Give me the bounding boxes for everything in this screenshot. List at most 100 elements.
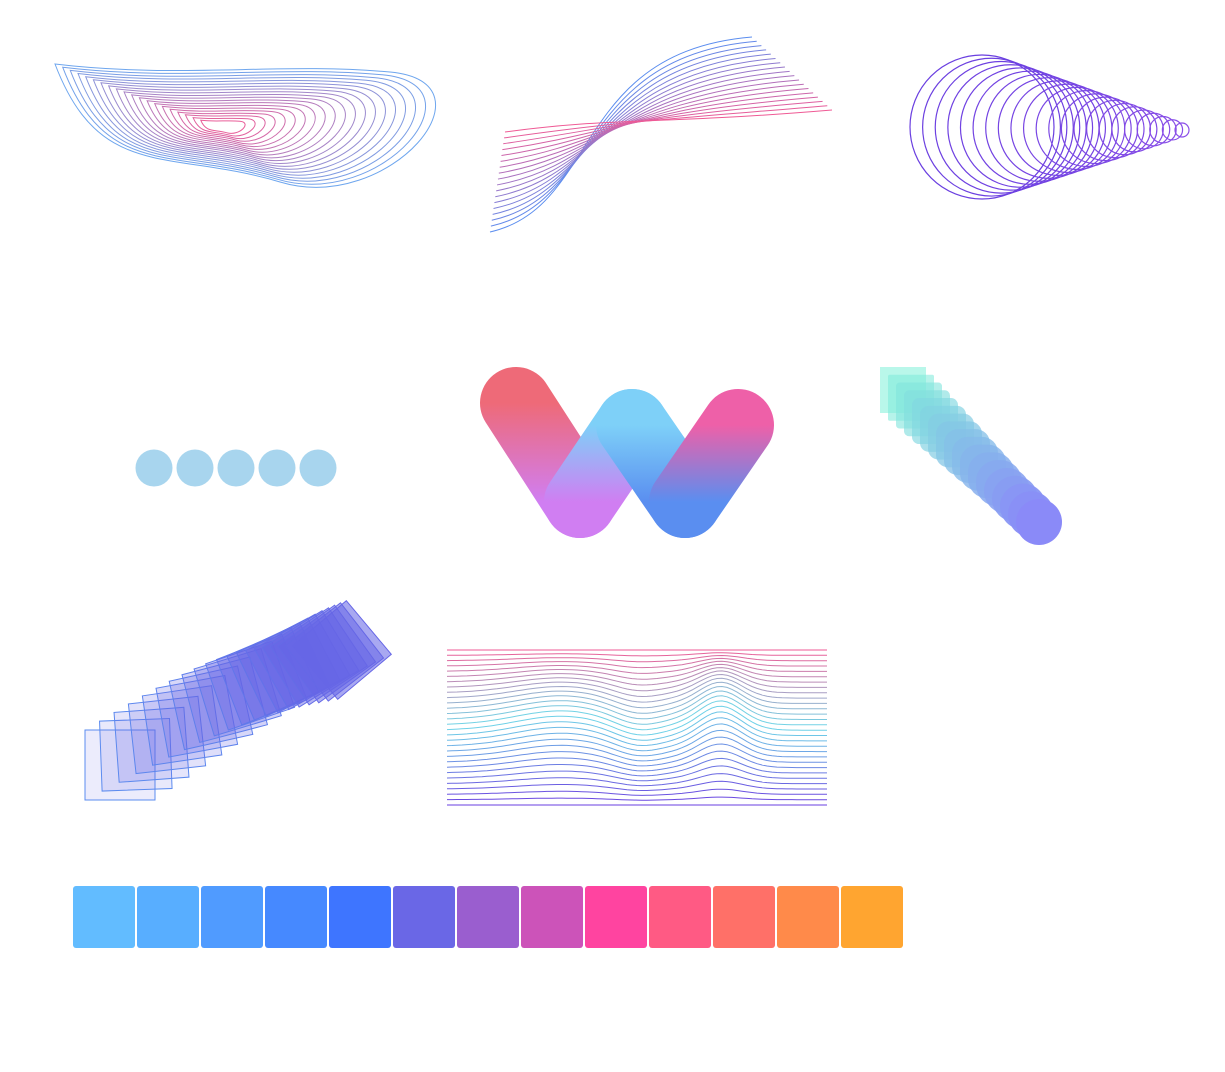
color-swatch bbox=[713, 886, 775, 948]
contour-line bbox=[77, 72, 406, 179]
wave-line bbox=[446, 663, 827, 680]
wave-line bbox=[447, 652, 827, 657]
contour-line bbox=[138, 97, 326, 156]
tunnel-circle bbox=[1149, 115, 1177, 144]
wave-line bbox=[446, 654, 827, 663]
wave-line bbox=[446, 780, 827, 791]
color-swatch bbox=[201, 886, 263, 948]
wave-line bbox=[446, 729, 827, 757]
blue-dots-row-art bbox=[135, 449, 337, 487]
tunnel-circle bbox=[1086, 99, 1145, 159]
color-swatch bbox=[457, 886, 519, 948]
fan-square bbox=[99, 718, 173, 792]
circle-tunnel-art bbox=[909, 54, 1190, 200]
tunnel-circle bbox=[922, 57, 1062, 197]
tunnel-circle bbox=[909, 54, 1055, 200]
fan-square bbox=[113, 706, 190, 783]
wave-line bbox=[446, 757, 827, 777]
contour-line bbox=[92, 79, 386, 173]
ribbon-line bbox=[492, 49, 767, 215]
contour-line bbox=[123, 91, 346, 161]
wave-line bbox=[446, 677, 827, 703]
wave-line bbox=[446, 690, 827, 720]
contour-line bbox=[84, 76, 396, 176]
color-swatch bbox=[137, 886, 199, 948]
contour-line bbox=[200, 119, 246, 134]
fan-square bbox=[155, 674, 239, 758]
contour-line bbox=[184, 114, 266, 140]
blue-dot bbox=[217, 449, 255, 487]
wave-line bbox=[446, 736, 827, 762]
fan-square bbox=[181, 656, 269, 744]
ribbon-line bbox=[500, 88, 809, 162]
contour-line bbox=[100, 82, 376, 170]
color-swatch bbox=[521, 886, 583, 948]
color-swatch-strip bbox=[73, 886, 903, 948]
contour-line bbox=[177, 111, 276, 142]
contour-line bbox=[130, 94, 336, 159]
tunnel-circle bbox=[1123, 109, 1164, 150]
ribbon-line bbox=[493, 53, 771, 209]
contour-line bbox=[161, 105, 296, 148]
tunnel-circle bbox=[1111, 106, 1158, 153]
tunnel-circle bbox=[1174, 122, 1190, 138]
twisted-ribbon-lines-art bbox=[489, 36, 833, 233]
wave-line bbox=[446, 773, 827, 787]
wave-line bbox=[446, 673, 827, 698]
tunnel-circle bbox=[934, 60, 1068, 194]
ribbon-line bbox=[498, 79, 800, 174]
contour-line bbox=[146, 100, 316, 153]
ribbon-line bbox=[494, 57, 776, 204]
tunnel-circle bbox=[985, 73, 1094, 182]
wave-line bbox=[446, 695, 827, 725]
color-swatch bbox=[841, 886, 903, 948]
ribbon-line bbox=[504, 105, 828, 139]
blue-dot bbox=[176, 449, 214, 487]
wave-line bbox=[446, 700, 827, 731]
gradient-w-logo-art bbox=[480, 367, 774, 538]
color-swatch bbox=[585, 886, 647, 948]
wave-line bbox=[446, 743, 827, 767]
ribbon-line bbox=[499, 83, 804, 168]
contour-line bbox=[61, 66, 427, 185]
rotating-squares-fan-art bbox=[84, 599, 393, 801]
color-swatch bbox=[265, 886, 327, 948]
contour-blob-art bbox=[54, 63, 437, 188]
blue-dot bbox=[258, 449, 296, 487]
tunnel-circle bbox=[1060, 93, 1132, 165]
ribbon-line bbox=[490, 40, 757, 227]
wave-line bbox=[446, 660, 827, 674]
wavy-line-field-art bbox=[446, 649, 827, 806]
contour-line bbox=[115, 88, 356, 164]
fan-square bbox=[84, 729, 156, 801]
wave-line bbox=[446, 681, 827, 709]
tunnel-circle bbox=[1136, 112, 1171, 147]
mint-to-violet-trail-art bbox=[880, 367, 1062, 545]
wave-line bbox=[446, 765, 827, 782]
color-swatch bbox=[73, 886, 135, 948]
ribbon-line bbox=[489, 36, 753, 233]
ribbon-line bbox=[504, 109, 833, 133]
contour-line bbox=[153, 103, 306, 150]
color-swatch bbox=[393, 886, 455, 948]
blue-dot bbox=[135, 449, 173, 487]
wave-line bbox=[447, 657, 827, 669]
contour-line bbox=[54, 63, 437, 188]
ribbon-line bbox=[491, 45, 762, 221]
wave-line bbox=[446, 750, 827, 772]
contour-line bbox=[169, 108, 286, 145]
wave-line bbox=[446, 717, 827, 747]
tunnel-circle bbox=[1098, 102, 1152, 156]
fan-square bbox=[291, 599, 393, 701]
color-swatch bbox=[329, 886, 391, 948]
blue-dot bbox=[299, 449, 337, 487]
wave-line bbox=[446, 788, 827, 796]
wave-line bbox=[446, 667, 827, 686]
color-swatch bbox=[649, 886, 711, 948]
wave-line bbox=[446, 685, 827, 714]
color-swatch bbox=[777, 886, 839, 948]
trail-shape bbox=[1016, 499, 1062, 545]
tunnel-circle bbox=[1035, 86, 1119, 171]
tunnel-circle bbox=[959, 67, 1081, 188]
